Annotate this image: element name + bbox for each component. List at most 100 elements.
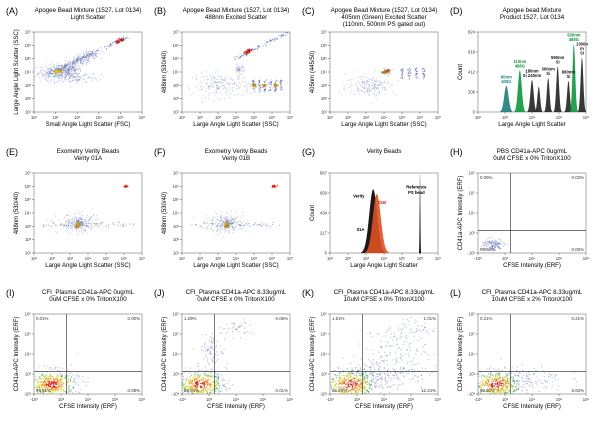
scatter-point (392, 345, 394, 347)
scatter-point (258, 80, 260, 83)
scatter-point (55, 377, 57, 380)
scatter-point (205, 382, 207, 384)
x-axis-label: CFSE Intensity (ERF) (503, 263, 561, 269)
scatter-point (499, 243, 501, 245)
scatter-point (68, 75, 70, 77)
scatter-point (410, 316, 412, 318)
scatter-point (407, 369, 410, 372)
y-tick-label: 10⁴ (321, 70, 328, 75)
scatter-point (238, 69, 241, 71)
density-hotspot (274, 186, 277, 188)
scatter-point (280, 85, 282, 87)
x-tick-label: 10⁴ (85, 256, 92, 261)
y-tick-label: 412 (468, 70, 476, 75)
scatter-point (100, 50, 102, 52)
scatter-point (62, 390, 64, 392)
quadrant-upper-left: 0.05% (480, 175, 493, 180)
x-axis-label: CFSE Intensity (ERF) (207, 404, 265, 410)
scatter-point (378, 92, 380, 94)
scatter-point (125, 225, 127, 227)
scatter-point (90, 223, 93, 225)
scatter-point (421, 325, 423, 327)
scatter-point (217, 387, 219, 390)
scatter-point (239, 228, 241, 230)
scatter-point (415, 328, 417, 330)
scatter-point (185, 378, 188, 380)
scatter-point (101, 222, 103, 224)
scatter-point (76, 375, 78, 377)
scatter-point (63, 217, 65, 219)
scatter-point (111, 223, 113, 225)
scatter-point (425, 331, 427, 333)
scatter-point (106, 46, 108, 48)
x-tick-label: 10⁵ (399, 256, 406, 261)
scatter-point (208, 217, 210, 219)
scatter-point (242, 63, 244, 65)
y-tick-label: 10⁷ (173, 171, 180, 176)
scatter-point (97, 50, 99, 52)
panel-title-line: 10uM CFSE x 2% TritonX100 (492, 296, 573, 303)
y-axis-label: Large Angle Light Scatter (SSC) (14, 29, 20, 114)
scatter-point (406, 349, 408, 351)
scatter-point (63, 80, 65, 82)
scatter-point (77, 64, 79, 67)
scatter-point (66, 229, 68, 231)
scatter-point (84, 221, 86, 223)
scatter-point (41, 384, 44, 386)
scatter-point (232, 87, 234, 89)
scatter-point (73, 67, 75, 69)
scatter-point (223, 348, 225, 350)
scatter-point (212, 85, 214, 87)
scatter-point (188, 385, 190, 388)
scatter-point (350, 380, 352, 382)
scatter-point (352, 369, 354, 371)
density-hotspot (381, 71, 384, 73)
scatter-point (52, 377, 54, 379)
scatter-point (499, 372, 501, 374)
scatter-point (57, 375, 59, 377)
scatter-point (96, 56, 98, 58)
scatter-point (80, 227, 83, 229)
scatter-point (68, 68, 70, 70)
scatter-point (74, 216, 77, 218)
scatter-point (51, 69, 53, 72)
scatter-point (390, 70, 392, 72)
scatter-point (399, 337, 401, 340)
scatter-point (82, 63, 84, 65)
scatter-point (81, 218, 83, 220)
scatter-point (199, 85, 202, 88)
x-tick-label: 10⁷ (435, 256, 442, 261)
scatter-point (83, 222, 85, 224)
scatter-point (368, 386, 370, 389)
scatter-point (75, 374, 77, 376)
scatter-point (193, 380, 196, 382)
scatter-point (335, 379, 337, 381)
scatter-point (73, 70, 76, 72)
panel-title-line: 405nm (Green) Excited Scatter (341, 14, 426, 21)
scatter-point (364, 389, 366, 391)
scatter-points (42, 184, 135, 235)
scatter-point (368, 81, 370, 83)
scatter-point (39, 378, 41, 380)
scatter-point (93, 57, 95, 59)
scatter-point (407, 69, 409, 71)
density-hotspot (126, 185, 129, 188)
scatter-point (208, 376, 210, 378)
scatter-point (357, 80, 359, 82)
scatter-point (43, 70, 45, 72)
scatter-point (496, 386, 499, 388)
scatter-point (387, 75, 389, 77)
density-hotspot (225, 222, 227, 224)
x-tick-label: 10³ (215, 115, 222, 120)
scatter-point (347, 381, 349, 383)
scatter-point (210, 346, 212, 349)
scatter-point (41, 378, 43, 380)
scatter-point (84, 59, 87, 61)
scatter-point (366, 81, 368, 83)
scatter-point (236, 88, 238, 90)
scatter-point (493, 379, 495, 381)
scatter-point (52, 223, 54, 225)
scatter-point (215, 390, 217, 392)
scatter-point (241, 324, 243, 326)
